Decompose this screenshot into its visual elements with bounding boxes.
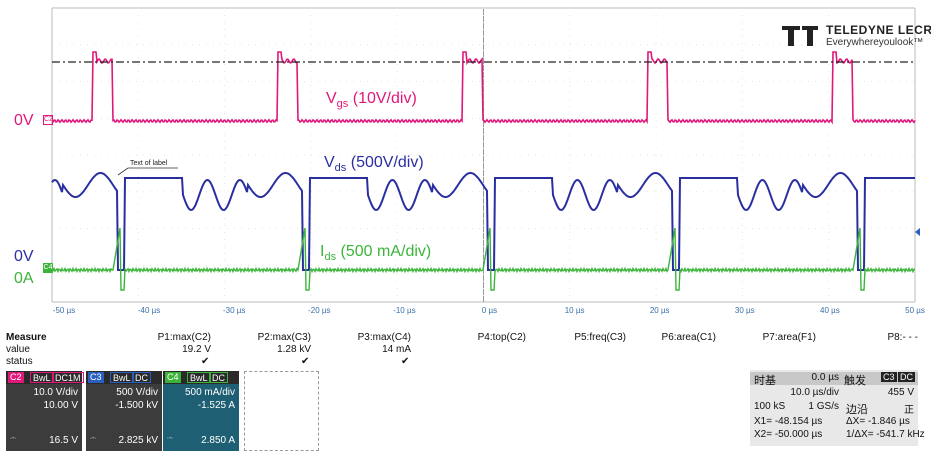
- scope-display[interactable]: Text of label TELEDYNE LECROY Everywhere…: [0, 0, 931, 320]
- x-tick-label: -10 µs: [393, 306, 416, 315]
- vgs-trace: [51, 51, 916, 125]
- channel-bwl: BwL: [110, 372, 134, 383]
- label-leader-tick: [117, 167, 129, 176]
- measure-param-name[interactable]: P4:top(C2): [477, 332, 526, 343]
- channel-vdiv: 500 mA/div: [184, 387, 235, 398]
- channel-coupling: DC1M: [52, 372, 84, 383]
- channel-coupling: DC: [132, 372, 151, 383]
- channel-coupling: DC: [209, 372, 228, 383]
- x-tick-label: 40 µs: [820, 306, 840, 315]
- ids-label: Ids (500 mA/div): [320, 243, 432, 264]
- channel-readout-prefix: ∙-∙: [90, 435, 97, 442]
- vgs-ref-label: 0V: [14, 112, 34, 129]
- timebase-tdiv: 10.0 µs/div: [790, 387, 839, 398]
- c2-ground-marker-icon[interactable]: C2: [43, 115, 53, 125]
- x-tick-label: -40 µs: [137, 306, 161, 315]
- measure-param-value: 19.2 V: [182, 344, 211, 355]
- measure-param-name[interactable]: P7:area(F1): [762, 332, 816, 343]
- trigger-channel: C3: [881, 372, 897, 382]
- measure-param-value: 14 mA: [382, 344, 411, 355]
- measure-param-name[interactable]: P3:max(C4): [357, 332, 411, 343]
- measure-param-name[interactable]: P5:freq(C3): [574, 332, 626, 343]
- channel-readout: 2.850 A: [201, 435, 235, 446]
- label-annotation: Text of label: [130, 160, 168, 167]
- channel-bwl: BwL: [30, 372, 54, 383]
- channel-bwl: BwL: [187, 372, 211, 383]
- logo-brand: TELEDYNE LECROY: [826, 23, 931, 37]
- cursor-x1: X1= -48.154 µs: [754, 416, 823, 427]
- channel-readout: 2.825 kV: [118, 435, 158, 446]
- measure-param-name[interactable]: P2:max(C3): [257, 332, 311, 343]
- cursor-dx: ΔX= -1.846 µs: [846, 416, 910, 427]
- status-check-icon: ✔: [201, 356, 210, 367]
- channel-offset: -1.500 kV: [115, 400, 158, 411]
- row-value-label: value: [6, 344, 30, 355]
- vds-trace: [51, 172, 915, 271]
- x-tick-label: -20 µs: [308, 306, 331, 315]
- teledyne-logo-icon: [782, 26, 818, 46]
- cursor-invdx: 1/ΔX= -541.7 kHz: [846, 429, 925, 440]
- channel-vdiv: 10.0 V/div: [33, 387, 78, 398]
- channel-box-c4[interactable]: C4 BwL DC 500 mA/div -1.525 A ∙-∙ 2.850 A: [163, 371, 239, 451]
- status-check-icon: ✔: [301, 356, 310, 367]
- timebase-samples: 100 kS: [754, 401, 786, 412]
- ids-trace: [51, 227, 916, 291]
- measure-param-name[interactable]: P6:area(C1): [661, 332, 716, 343]
- channel-id: C3: [88, 372, 104, 383]
- trigger-coupling: DC: [898, 372, 915, 382]
- measure-param-name[interactable]: P1:max(C2): [157, 332, 211, 343]
- channel-box-c2[interactable]: C2 BwL DC1M 10.0 V/div 10.00 V ∙-∙ 16.5 V: [6, 371, 84, 451]
- x-tick-label: -30 µs: [222, 306, 246, 315]
- x-tick-label: 0 µs: [481, 306, 498, 315]
- cursor-x2: X2= -50.000 µs: [754, 429, 823, 440]
- vds-label: Vds (500V/div): [324, 154, 424, 175]
- c4-ground-marker-icon[interactable]: C4: [43, 263, 53, 273]
- x-tick-label: 30 µs: [734, 306, 755, 315]
- vgs-label: Vgs (10V/div): [326, 90, 417, 111]
- measure-header: Measure: [6, 332, 47, 343]
- logo-tagline: Everywhereyoulook™: [826, 37, 924, 48]
- trigger-level: 455 V: [887, 387, 914, 398]
- teledyne-logo: TELEDYNE LECROY Everywhereyoulook™: [780, 22, 931, 52]
- timebase-delay: 0.0 µs: [811, 372, 839, 383]
- timebase-rate: 1 GS/s: [808, 401, 839, 412]
- channel-readout-prefix: ∙-∙: [10, 435, 17, 442]
- measure-param-value: 1.28 kV: [277, 344, 311, 355]
- x-tick-label: 50 µs: [905, 306, 925, 315]
- vds-ref-label: 0V: [14, 248, 34, 265]
- trigger-slope: 正: [904, 405, 914, 416]
- timebase-panel[interactable]: 时基 0.0 µs 触发 C3 DC 10.0 µs/div 455 V 100…: [750, 370, 925, 446]
- channel-offset: 10.00 V: [43, 400, 78, 411]
- channel-box-c3[interactable]: C3 BwL DC 500 V/div -1.500 kV ∙-∙ 2.825 kV: [86, 371, 162, 451]
- ids-ref-label: 0A: [14, 270, 34, 287]
- measure-param-name[interactable]: P8:- - -: [887, 332, 918, 343]
- x-tick-label: 20 µs: [649, 306, 670, 315]
- status-check-icon: ✔: [401, 356, 410, 367]
- channel-vdiv: 500 V/div: [116, 387, 158, 398]
- trigger-label: 触发: [844, 375, 866, 387]
- waveform-grid[interactable]: Text of label: [0, 0, 931, 320]
- edge-label: 边沿: [846, 404, 868, 416]
- channel-id: C2: [8, 372, 24, 383]
- empty-channel-slot[interactable]: [244, 371, 319, 451]
- x-tick-label: -50 µs: [52, 306, 76, 315]
- x-tick-label: 10 µs: [564, 306, 585, 315]
- timebase-label: 时基: [754, 375, 776, 387]
- channel-readout: 16.5 V: [49, 435, 78, 446]
- trigger-marker-icon[interactable]: [915, 228, 920, 236]
- channel-offset: -1.525 A: [197, 400, 235, 411]
- channel-id: C4: [165, 372, 181, 383]
- row-status-label: status: [6, 356, 33, 367]
- channel-readout-prefix: ∙-∙: [167, 435, 174, 442]
